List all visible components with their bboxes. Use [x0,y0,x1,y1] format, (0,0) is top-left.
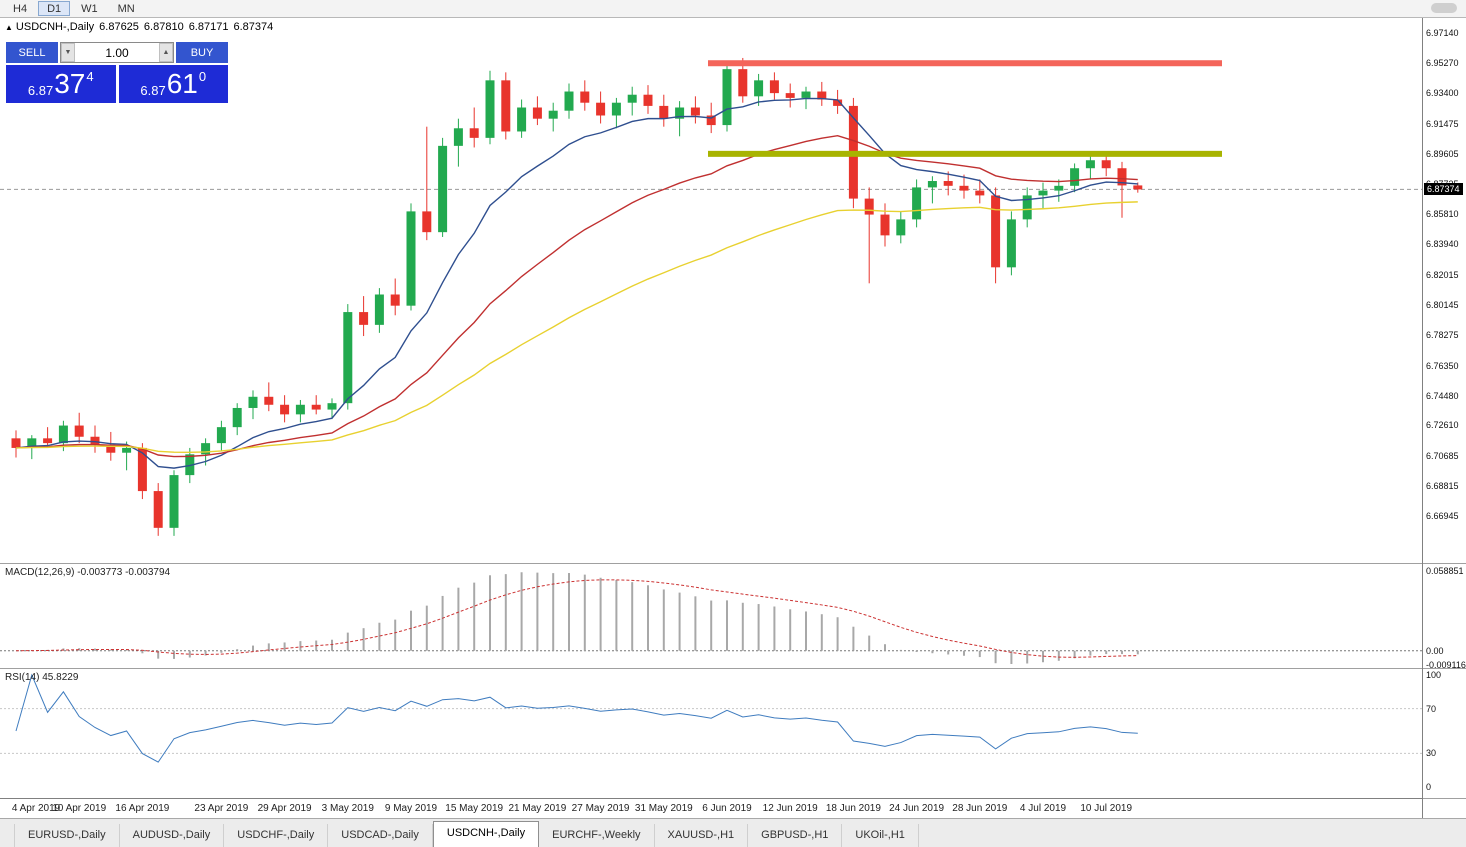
rsi-indicator-panel[interactable]: RSI(14) 45.8229 [0,668,1422,798]
date-label: 3 May 2019 [321,803,374,814]
high-value: 6.87810 [143,21,184,33]
volume-increase-icon[interactable]: ▲ [159,43,173,62]
symbol-tab-ukoil[interactable]: UKOil-,H1 [842,824,919,847]
symbol-tab-eurusd[interactable]: EURUSD-,Daily [14,824,120,847]
price-axis-label: 6.93400 [1426,88,1459,99]
macd-scale-top: 0.058851 [1426,566,1464,576]
date-label: 18 Jun 2019 [825,803,881,814]
buy-price-big-digits: 61 [166,68,198,99]
symbol-tab-usdchf[interactable]: USDCHF-,Daily [224,824,329,847]
sell-price-pipette: 4 [86,69,94,84]
price-chart-panel[interactable]: ▲ USDCNH-,Daily 6.87625 6.87810 6.87171 6.873… [0,18,1422,563]
price-axis-label: 6.82015 [1426,270,1459,281]
rsi-scale-label: 30 [1426,748,1437,759]
symbol-tabbar: EURUSD-,Daily AUDUSD-,Daily USDCHF-,Daily U… [0,818,1466,847]
price-chart-canvas[interactable] [0,18,1422,563]
date-label: 31 May 2019 [634,803,693,814]
price-axis-label: 6.89605 [1426,148,1459,159]
macd-scale-bottom: -0.009116 [1426,660,1466,670]
date-label: 10 Apr 2019 [52,803,107,814]
open-value: 6.87625 [99,21,139,33]
timeframe-toolbar: H4 D1 W1 MN [0,0,1466,18]
timeframe-button-w1[interactable]: W1 [81,3,98,15]
price-axis-label: 6.68815 [1426,481,1459,492]
date-label: 9 May 2019 [384,803,438,814]
rsi-label: RSI(14) 45.8229 [5,672,79,683]
chart-ohlc-label: ▲ USDCNH-,Daily 6.87625 6.87810 6.87171 6.873… [5,21,278,33]
date-label: 15 May 2019 [445,803,504,814]
timeframe-button-d1[interactable]: D1 [38,1,71,16]
price-axis: 6.971406.952706.934006.914756.896056.877… [1422,18,1466,818]
panel-separator [1423,668,1466,669]
collapse-triangle-icon[interactable]: ▲ [5,23,13,32]
chart-workspace: ▲ USDCNH-,Daily 6.87625 6.87810 6.87171 6.873… [0,18,1466,818]
volume-field[interactable]: ▼ 1.00 ▲ [60,42,174,63]
rsi-scale-label: 0 [1426,782,1432,792]
sell-button[interactable]: SELL [6,42,58,63]
date-axis: 4 Apr 2019 10 Apr 2019 16 Apr 2019 23 Apr 2… [0,798,1422,818]
symbol-tab-xauusd[interactable]: XAUUSD-,H1 [655,824,749,847]
price-axis-label: 6.95270 [1426,58,1459,69]
macd-indicator-panel[interactable]: MACD(12,26,9) -0.003773 -0.003794 [0,563,1422,668]
sell-price-display[interactable]: 6.87 37 4 [6,65,116,103]
one-click-trading-widget: SELL ▼ 1.00 ▲ BUY 6.87 37 4 6.87 6 [6,42,228,103]
low-value: 6.87171 [188,21,229,33]
price-axis-label: 6.97140 [1426,28,1459,39]
symbol-tab-usdcad[interactable]: USDCAD-,Daily [328,824,433,847]
date-label: 29 Apr 2019 [257,803,312,814]
date-label: 23 Apr 2019 [194,803,249,814]
buy-price-prefix: 6.87 [140,83,166,98]
macd-canvas[interactable] [0,564,1422,668]
panel-separator [1423,798,1466,799]
current-price-badge: 6.87374 [1424,183,1463,196]
date-label: 10 Jul 2019 [1080,803,1133,814]
buy-price-pipette: 0 [198,69,207,84]
date-label: 27 May 2019 [571,803,630,814]
rsi-scale-label: 100 [1426,670,1442,680]
buy-button[interactable]: BUY [176,42,228,63]
symbol-tab-usdcnh[interactable]: USDCNH-,Daily [432,821,540,847]
symbol-tab-audusd[interactable]: AUDUSD-,Daily [120,824,225,847]
price-axis-label: 6.72610 [1426,420,1459,431]
date-label: 6 Jun 2019 [702,803,752,814]
price-axis-label: 6.83940 [1426,239,1459,250]
volume-decrease-icon[interactable]: ▼ [61,43,75,62]
date-label: 4 Apr 2019 [11,803,61,814]
date-label: 24 Jun 2019 [889,803,945,814]
sell-price-prefix: 6.87 [27,83,54,98]
symbol-tab-gbpusd[interactable]: GBPUSD-,H1 [748,824,843,847]
macd-label: MACD(12,26,9) -0.003773 -0.003794 [5,567,171,578]
price-axis-label: 6.66945 [1426,510,1459,521]
date-label: 12 Jun 2019 [762,803,818,814]
timeframe-button-mn[interactable]: MN [117,3,135,15]
date-label: 28 Jun 2019 [952,803,1008,814]
price-axis-label: 6.85810 [1426,209,1459,220]
date-label: 16 Apr 2019 [115,803,170,814]
panel-separator [1423,563,1466,564]
scrollbar-thumb[interactable] [1431,3,1457,13]
symbol-tab-eurchf[interactable]: EURCHF-,Weekly [539,824,655,847]
price-axis-label: 6.74480 [1426,390,1459,401]
volume-value: 1.00 [105,45,129,60]
buy-price-display[interactable]: 6.87 61 0 [118,65,228,103]
price-axis-label: 6.91475 [1426,118,1459,129]
chart-column: ▲ USDCNH-,Daily 6.87625 6.87810 6.87171 6.873… [0,18,1422,818]
date-label: 4 Jul 2019 [1019,803,1067,814]
rsi-scale-label: 70 [1426,703,1437,714]
price-axis-label: 6.70685 [1426,451,1459,462]
timeframe-button-h4[interactable]: H4 [13,3,28,15]
close-value: 6.87374 [233,21,274,33]
price-axis-label: 6.76350 [1426,360,1459,371]
price-axis-label: 6.78275 [1426,329,1459,340]
macd-scale-zero: 0.00 [1426,645,1444,656]
symbol-period-label: USDCNH-,Daily [15,21,95,33]
rsi-canvas[interactable] [0,669,1422,798]
price-axis-label: 6.80145 [1426,299,1459,310]
sell-price-big-digits: 37 [54,68,86,99]
date-label: 21 May 2019 [508,803,567,814]
